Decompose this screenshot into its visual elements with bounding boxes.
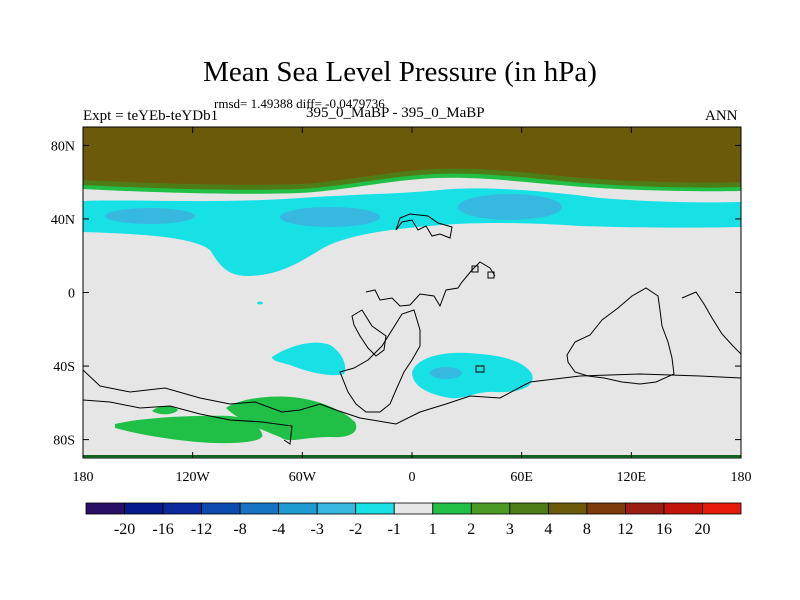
y-tick-label: 0 xyxy=(68,287,75,302)
arctic-brown-band xyxy=(83,127,741,185)
colorbar-swatch xyxy=(85,502,125,515)
coastline-north xyxy=(395,213,453,239)
season-label: ANN xyxy=(705,108,738,124)
colorbar-swatch xyxy=(547,502,588,515)
y-tick-label: 40N xyxy=(51,213,75,228)
colorbar-swatch xyxy=(470,502,511,515)
colorbar-swatch xyxy=(201,502,241,515)
stats-label: rmsd= 1.49388 diff= -0.0479736 xyxy=(214,96,385,111)
colorbar-label: -8 xyxy=(233,521,246,538)
colorbar-label: 20 xyxy=(694,521,710,538)
colorbar-swatch xyxy=(393,502,434,515)
y-axis: 80N 40N 0 40S 80S xyxy=(51,139,741,449)
south-atlantic-low xyxy=(272,342,346,376)
colorbar-swatch xyxy=(509,502,549,515)
colorbar-label: 16 xyxy=(656,521,672,538)
x-tick-label: 120E xyxy=(617,470,647,485)
x-axis: 180 120W 60W 0 60E 120E 180 xyxy=(73,127,752,485)
north-low-band xyxy=(83,188,741,277)
southern-high-patch-2 xyxy=(152,405,178,415)
x-tick-label: 0 xyxy=(409,470,416,485)
colorbar-label: 12 xyxy=(617,521,633,538)
colorbar-label: 8 xyxy=(583,521,591,538)
colorbar-swatch xyxy=(124,502,164,515)
coastline-australia xyxy=(566,287,675,385)
x-tick-label: 180 xyxy=(73,470,94,485)
north-low-core-3 xyxy=(458,194,562,220)
colorbar-label: -20 xyxy=(114,521,135,538)
colorbar-swatch xyxy=(663,502,703,515)
colorbar-label: -1 xyxy=(388,521,401,538)
colorbar-swatch xyxy=(316,502,357,515)
north-low-core-2 xyxy=(280,207,380,227)
colorbar-swatch xyxy=(355,502,395,515)
colorbar-label: -2 xyxy=(349,521,362,538)
colorbar-swatch xyxy=(625,502,665,515)
x-tick-label: 60E xyxy=(510,470,533,485)
experiment-label: Expt = teYEb-teYDb1 xyxy=(83,108,219,124)
colorbar-swatch xyxy=(586,502,626,515)
coastline-east-islands xyxy=(471,265,741,373)
coastline-south xyxy=(83,369,741,445)
x-tick-label: 120W xyxy=(176,470,211,485)
colorbar-swatch xyxy=(162,502,202,515)
north-low-core-1 xyxy=(105,208,195,224)
colorbar-swatch xyxy=(239,502,280,515)
colorbar-label: 2 xyxy=(467,521,475,538)
colorbar-swatch xyxy=(702,502,742,515)
south-indian-low-core xyxy=(430,367,462,379)
colorbar-label: -12 xyxy=(191,521,212,538)
y-tick-label: 80N xyxy=(51,139,75,154)
southern-high-patch-3 xyxy=(226,396,357,441)
x-tick-label: 180 xyxy=(731,470,752,485)
south-indian-low xyxy=(412,352,533,399)
colorbar-label: 3 xyxy=(506,521,514,538)
case-label: 395_0_MaBP - 395_0_MaBP xyxy=(306,105,485,121)
x-tick-label: 60W xyxy=(289,470,317,485)
colorbar-label: -4 xyxy=(272,521,285,538)
tropical-speck xyxy=(257,301,263,305)
colorbar-swatch xyxy=(432,502,472,515)
colorbar-swatch xyxy=(278,502,318,515)
contour-field xyxy=(83,127,741,458)
colorbar-label: 1 xyxy=(429,521,437,538)
colorbar: -20 -16 -12 -8 -4 -3 -2 -1 1 2 3 4 8 12 16 20 xyxy=(85,502,742,538)
y-tick-label: 40S xyxy=(53,360,75,375)
colorbar-label: -16 xyxy=(152,521,173,538)
coastline-southern-africa xyxy=(339,309,421,413)
southern-high-patch-1 xyxy=(115,415,263,444)
colorbar-label: 4 xyxy=(544,521,552,538)
chart-title: Mean Sea Level Pressure (in hPa) xyxy=(203,56,597,88)
y-tick-label: 80S xyxy=(53,434,75,449)
colorbar-label: -3 xyxy=(311,521,324,538)
